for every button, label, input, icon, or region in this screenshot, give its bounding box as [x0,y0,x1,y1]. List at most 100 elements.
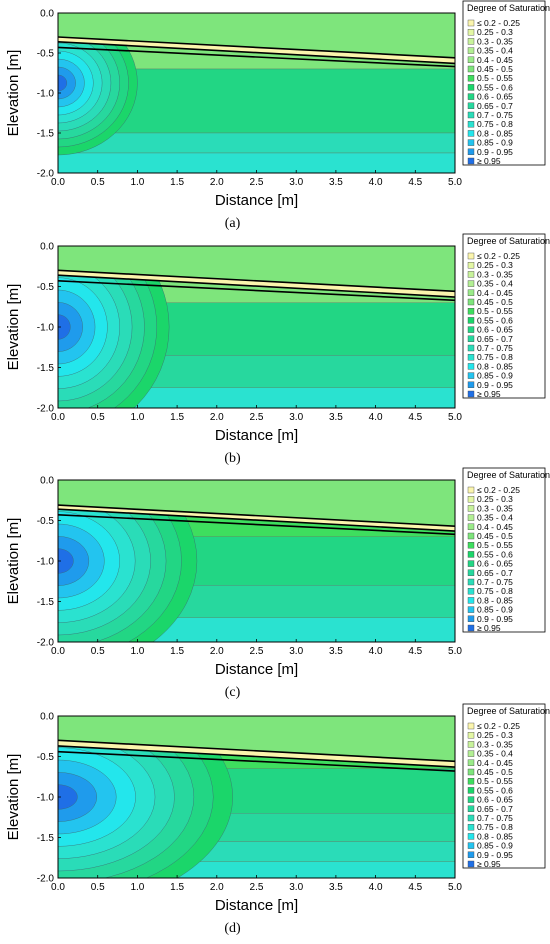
legend-swatch [467,523,475,530]
saturation-band [58,132,455,154]
legend-swatch [467,505,475,512]
x-tick-label: 4.0 [369,646,383,657]
x-tick-label: 1.5 [170,646,184,657]
legend-label: ≤ 0.2 - 0.25 [477,485,520,495]
legend-box [462,703,546,869]
legend-label: 0.5 - 0.55 [477,540,513,550]
panel-caption: (c) [225,685,241,700]
x-tick-label: 5.0 [448,646,462,657]
legend-swatch [467,796,475,803]
x-tick-label: 1.0 [130,882,144,893]
colorbar-legend: Degree of Saturation ≤ 0.2 - 0.250.25 - 0… [462,233,550,399]
legend-swatch [467,252,475,260]
y-tick-label: -2.0 [37,638,55,649]
legend-swatch [467,578,475,586]
legend-box [462,0,546,166]
layer-boundary [58,514,455,536]
y-tick-label: -1.0 [37,323,55,334]
legend-swatch [467,778,475,785]
plot-area [58,716,455,878]
legend-label: 0.55 - 0.6 [477,315,513,325]
legend-swatch [467,496,475,503]
legend-swatch [467,19,475,27]
legend-swatch [467,38,475,45]
legend-label: 0.3 - 0.35 [477,269,513,279]
x-tick-label: 3.5 [329,177,343,188]
layer-boundary [58,745,455,768]
legend-swatch [467,326,475,333]
chart-panel-1: 0.0 0.5 1.0 1.5 2.0 2.5 3.0 3.5 4.0 4.5 5.0 0.0 -0.5… [5,0,550,231]
legend-swatch [467,130,475,137]
legend-title: Degree of Saturation [467,236,550,246]
layer-boundary [58,36,455,59]
legend-label: 0.7 - 0.75 [477,110,513,120]
legend-swatch [467,120,475,128]
legend-label: 0.85 - 0.9 [477,371,513,381]
legend-swatch [467,65,475,73]
y-tick-label: -0.5 [37,282,55,293]
legend-label: 0.35 - 0.4 [477,46,513,56]
legend-swatch [467,787,475,794]
y-tick-label: -2.0 [37,404,55,415]
legend-swatch [467,551,475,558]
plot-area [58,480,455,642]
legend-label: 0.25 - 0.3 [477,494,513,504]
legend-label: 0.8 - 0.85 [477,361,513,371]
legend-label: 0.8 - 0.85 [477,595,513,605]
legend-label: 0.4 - 0.45 [477,758,513,768]
legend-swatch [467,624,475,632]
contour-region [58,784,78,810]
legend-label: 0.75 - 0.8 [477,119,513,129]
layer-boundary [58,750,455,772]
y-axis-title: Elevation [m] [5,518,22,605]
y-axis-title: Elevation [m] [5,284,22,371]
upper-soil-zone [58,716,455,762]
legend-swatch [467,542,475,549]
legend-label: ≤ 0.2 - 0.25 [477,721,520,731]
legend-swatch [467,381,475,388]
legend-swatch [467,833,475,840]
legend-label: 0.4 - 0.45 [477,288,513,298]
x-tick-label: 5.0 [448,882,462,893]
legend-label: 0.6 - 0.65 [477,795,513,805]
legend-label: 0.75 - 0.8 [477,822,513,832]
sand-layer [58,37,455,64]
legend-label: 0.35 - 0.4 [477,749,513,759]
x-tick-label: 3.0 [289,882,303,893]
legend-label: ≤ 0.2 - 0.25 [477,18,520,28]
chart-panel-3: 0.0 0.5 1.0 1.5 2.0 2.5 3.0 3.5 4.0 4.5 5.0 0.0 -0.5… [5,467,550,700]
x-tick-label: 0.5 [91,646,105,657]
legend-label: 0.35 - 0.4 [477,279,513,289]
legend-label: ≥ 0.95 [477,389,501,399]
legend-label: 0.45 - 0.5 [477,297,513,307]
x-tick-label: 4.5 [408,412,422,423]
x-tick-label: 1.0 [130,177,144,188]
upper-soil-zone [58,246,455,292]
legend-swatch [467,289,475,296]
legend-swatch [467,363,475,370]
legend-label: 0.3 - 0.35 [477,36,513,46]
y-tick-label: -1.0 [37,89,55,100]
x-tick-label: 0.0 [51,412,65,423]
x-tick-label: 2.5 [250,882,264,893]
x-tick-label: 0.0 [51,882,65,893]
legend-swatch [467,768,475,776]
y-tick-label: -0.5 [37,49,55,60]
legend-label: ≥ 0.95 [477,859,501,869]
layer-boundary [58,41,455,65]
legend-swatch [467,486,475,494]
layer-boundary [58,46,455,68]
legend-swatch [467,560,475,567]
legend-swatch [467,354,475,361]
x-tick-label: 0.5 [91,177,105,188]
legend-label: 0.7 - 0.75 [477,813,513,823]
legend-swatch [467,344,475,352]
y-tick-label: -0.5 [37,752,55,763]
y-tick-label: 0.0 [40,9,54,20]
y-axis-title: Elevation [m] [5,754,22,841]
sand-layer [58,740,455,768]
legend-swatch [467,750,475,757]
legend-swatch [467,842,475,849]
legend-swatch [467,102,475,110]
